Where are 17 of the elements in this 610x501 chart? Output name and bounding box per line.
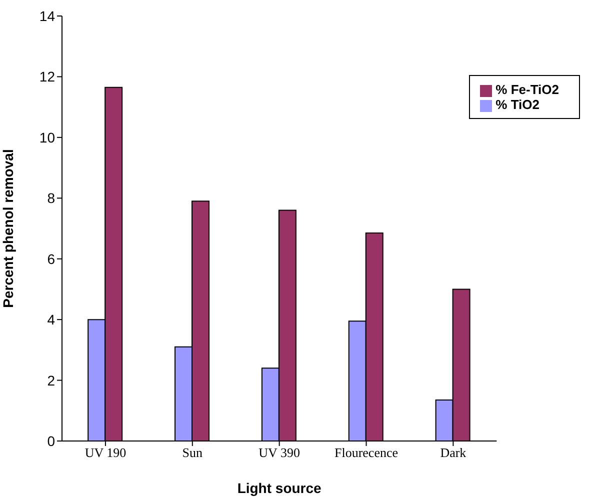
y-axis-title: Percent phenol removal [0,149,16,308]
x-tick-label: UV 390 [258,445,300,460]
legend-label: % Fe-TiO2 [496,82,559,97]
y-tick-label: 0 [47,432,56,449]
y-tick-label: 8 [47,190,56,206]
y-tick-label: 2 [47,372,56,388]
y-tick-label: 12 [39,68,56,85]
y-tick-label: 14 [39,8,56,24]
x-tick-label: Flourecence [334,445,398,460]
y-tick-label: 10 [39,129,56,146]
y-tick-label: 4 [47,312,56,328]
legend-label: % TiO2 [496,97,540,112]
y-tick-label: 6 [47,250,56,267]
x-tick-label: UV 190 [84,445,126,460]
x-tick-label: Sun [182,445,204,460]
x-tick-label: Dark [440,445,467,460]
x-axis-title: Light source [237,480,322,496]
